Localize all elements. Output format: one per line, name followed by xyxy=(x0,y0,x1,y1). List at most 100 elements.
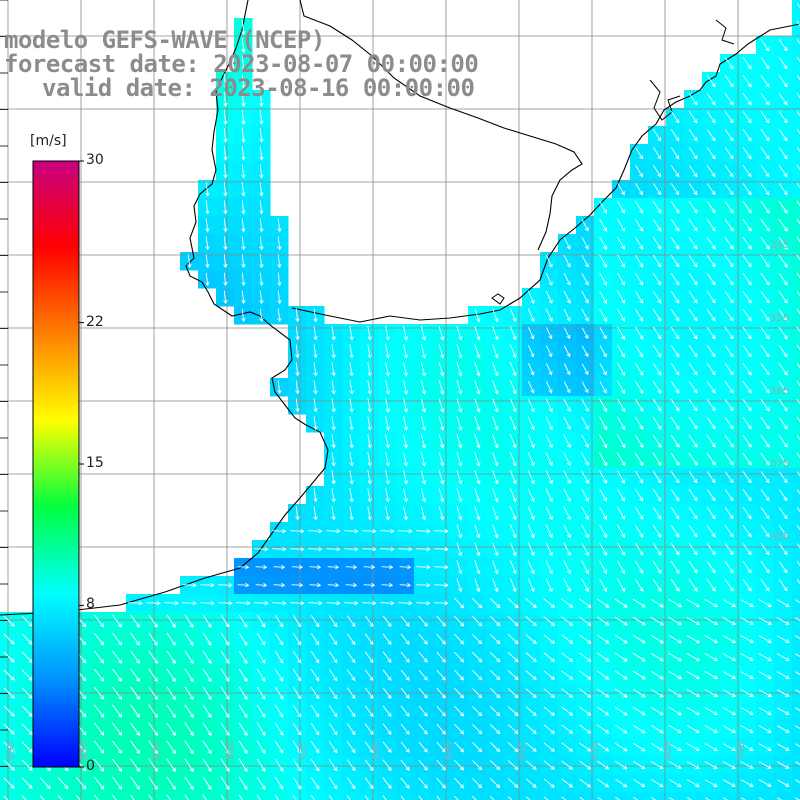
wind-arrow xyxy=(724,434,734,448)
wind-arrow xyxy=(130,614,140,628)
wind-arrow xyxy=(760,236,770,250)
wind-arrow xyxy=(563,524,571,539)
wind-arrow xyxy=(742,200,752,214)
wind-arrow xyxy=(202,758,212,773)
wind-arrow xyxy=(436,759,446,771)
wind-arrow xyxy=(416,565,431,570)
wind-arrow xyxy=(380,601,395,606)
wind-arrow xyxy=(509,542,517,557)
wind-arrow xyxy=(184,794,189,800)
wind-arrow xyxy=(778,525,788,538)
wind-arrow xyxy=(382,705,392,717)
wind-arrow xyxy=(256,722,266,736)
wind-arrow xyxy=(706,254,716,268)
wind-arrow xyxy=(614,742,628,752)
wind-arrow xyxy=(295,326,300,341)
wind-arrow xyxy=(776,689,790,697)
wind-arrow xyxy=(313,344,318,359)
wind-arrow xyxy=(688,93,698,106)
wind-speed-cell xyxy=(738,792,757,800)
wind-arrow xyxy=(418,795,423,800)
wind-arrow xyxy=(543,688,555,698)
wind-arrow xyxy=(650,761,664,770)
wind-arrow xyxy=(706,327,716,340)
wind-arrow xyxy=(367,344,372,359)
wind-arrow xyxy=(579,778,592,788)
map-title: modelo GEFS-WAVE (NCEP) forecast date: 2… xyxy=(4,26,479,100)
wind-arrow xyxy=(599,398,608,413)
wind-arrow xyxy=(742,290,752,304)
wind-arrow xyxy=(670,344,680,358)
wind-arrow xyxy=(706,363,716,376)
wind-arrow xyxy=(292,722,302,736)
wind-arrow xyxy=(21,741,33,753)
wind-arrow xyxy=(292,758,302,772)
wind-speed-cell xyxy=(90,792,109,800)
wind-arrow xyxy=(794,689,800,693)
wind-arrow xyxy=(364,723,374,735)
wind-arrow xyxy=(202,650,212,664)
wind-arrow xyxy=(596,652,610,662)
wind-arrow xyxy=(166,686,176,701)
wind-arrow xyxy=(93,758,105,772)
wind-arrow xyxy=(474,542,481,557)
wind-arrow xyxy=(274,758,284,772)
wind-arrow xyxy=(688,291,698,304)
wind-arrow xyxy=(724,416,734,430)
wind-speed-cell xyxy=(792,90,800,109)
wind-arrow xyxy=(686,617,701,626)
wind-arrow xyxy=(3,669,15,681)
wind-arrow xyxy=(688,200,698,214)
wind-arrow xyxy=(331,506,336,521)
wind-arrow xyxy=(400,651,410,663)
wind-arrow xyxy=(634,218,644,232)
wind-arrow xyxy=(706,129,716,142)
wind-arrow xyxy=(94,632,105,646)
wind-arrow xyxy=(617,272,626,286)
wind-arrow xyxy=(184,650,194,664)
wind-arrow xyxy=(704,617,719,626)
wind-arrow xyxy=(94,614,105,628)
wind-arrow xyxy=(561,634,574,644)
wind-arrow xyxy=(456,524,463,539)
wind-arrow xyxy=(561,706,574,716)
wind-arrow xyxy=(403,452,409,467)
wind-arrow xyxy=(525,796,531,800)
wind-arrow xyxy=(742,489,752,502)
wind-arrow xyxy=(259,236,264,251)
wind-arrow xyxy=(778,290,788,304)
title-line-1: modelo GEFS-WAVE (NCEP) xyxy=(4,26,325,54)
wind-arrow xyxy=(310,669,320,682)
wind-arrow xyxy=(492,524,499,539)
wind-arrow xyxy=(545,272,553,286)
wind-arrow xyxy=(274,704,284,718)
wind-speed-cell xyxy=(792,234,800,253)
wind-arrow xyxy=(581,363,589,376)
wind-arrow xyxy=(382,669,392,681)
wind-arrow xyxy=(597,742,610,752)
wind-arrow xyxy=(492,398,499,413)
wind-arrow xyxy=(778,452,788,466)
wind-arrow xyxy=(688,560,698,574)
wind-arrow xyxy=(385,488,390,503)
wind-arrow xyxy=(652,218,662,232)
wind-speed-cell xyxy=(792,774,800,793)
wind-arrow xyxy=(310,651,320,664)
wind-arrow xyxy=(670,471,680,484)
wind-arrow xyxy=(617,200,626,214)
wind-arrow xyxy=(148,632,158,646)
wind-arrow xyxy=(385,470,390,485)
wind-arrow xyxy=(758,653,772,661)
wind-arrow xyxy=(349,434,354,449)
wind-arrow xyxy=(400,633,410,645)
wind-arrow xyxy=(776,671,790,679)
wind-arrow xyxy=(489,670,501,681)
wind-arrow xyxy=(668,743,682,752)
wind-arrow xyxy=(778,165,788,178)
wind-arrow xyxy=(3,795,9,800)
wind-arrow xyxy=(722,707,736,716)
wind-arrow xyxy=(686,707,700,716)
wind-arrow xyxy=(527,578,535,593)
wind-arrow xyxy=(112,704,123,718)
